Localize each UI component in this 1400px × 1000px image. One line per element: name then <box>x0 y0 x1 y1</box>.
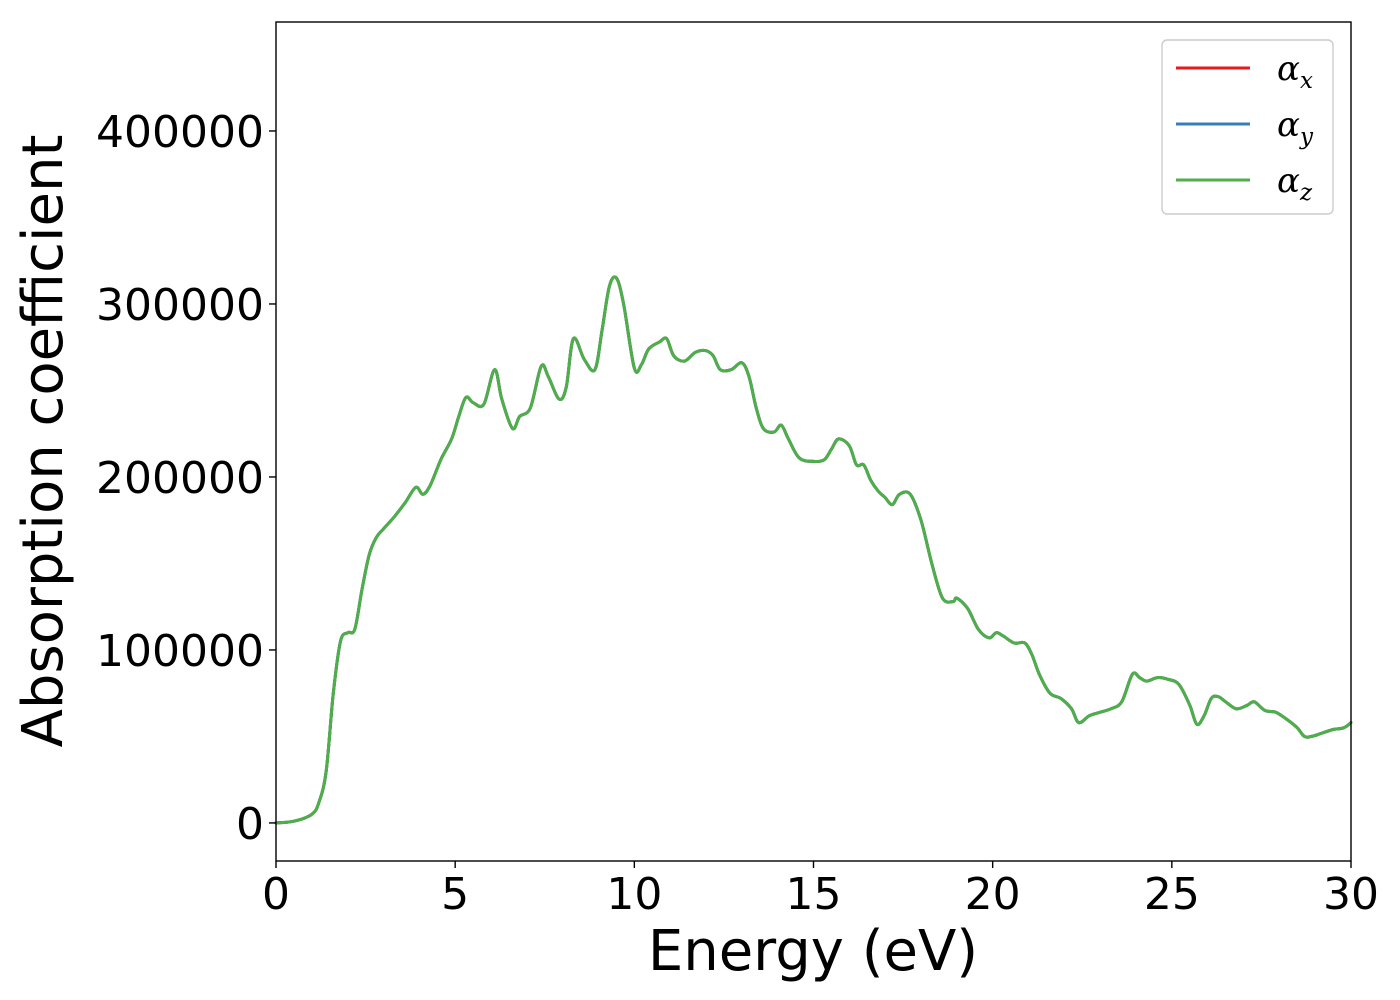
y-tick-label: 0 <box>236 799 264 850</box>
y-tick-label: 200000 <box>96 453 264 504</box>
x-tick-label: 30 <box>1323 869 1379 920</box>
x-tick-label: 15 <box>786 869 842 920</box>
legend: αx αy αz <box>1161 39 1334 215</box>
y-tick-label: 400000 <box>96 107 264 158</box>
x-tick-label: 5 <box>441 869 469 920</box>
x-axis-ticks: 0 5 10 15 20 25 30 <box>262 861 1379 920</box>
x-tick-label: 25 <box>1144 869 1200 920</box>
y-axis-ticks: 0 100000 200000 300000 400000 <box>96 107 276 850</box>
x-tick-label: 20 <box>965 869 1021 920</box>
legend-label-y: αy <box>1277 105 1314 150</box>
x-axis-label: Energy (eV) <box>648 919 978 984</box>
x-tick-label: 0 <box>262 869 290 920</box>
y-axis-label: Absorption coefficient <box>11 135 76 748</box>
y-tick-label: 300000 <box>96 280 264 331</box>
series-layer <box>274 275 1353 825</box>
legend-box <box>1161 39 1334 215</box>
series-line-z <box>274 275 1353 825</box>
legend-label-z: αz <box>1277 161 1313 206</box>
legend-label-x: αx <box>1277 49 1313 94</box>
y-tick-label: 100000 <box>96 626 264 677</box>
x-tick-label: 10 <box>606 869 662 920</box>
